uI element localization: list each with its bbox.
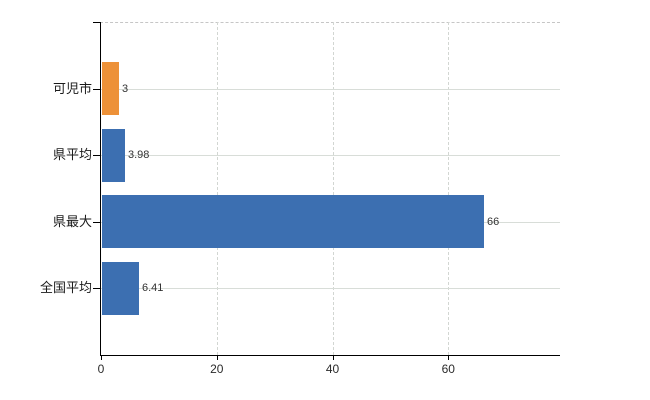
h-gridline [101,288,560,289]
bar-value-label: 3 [122,83,129,95]
bar [102,62,119,115]
bar [102,129,125,182]
h-gridline [101,89,560,90]
bar-value-label: 66 [487,216,500,228]
category-label: 県最大 [52,214,92,229]
bar-value-label: 3.98 [128,149,150,161]
y-axis-line [100,22,101,356]
bar-value-label: 6.41 [142,282,164,294]
y-axis-top-tick [93,22,101,23]
category-tick [93,155,101,156]
v-gridline [216,22,218,355]
x-axis-tick [101,355,102,360]
x-axis-tick [216,355,218,360]
x-axis-tick-label: 0 [97,362,105,376]
category-tick [93,222,101,223]
x-axis-tick [332,355,334,360]
category-label: 県平均 [52,147,92,162]
v-gridline [332,22,334,355]
category-label: 可児市 [52,81,92,96]
bar [102,262,139,315]
v-gridline [448,22,450,355]
x-axis-tick-label: 20 [210,362,224,376]
x-axis-tick [448,355,450,360]
x-axis-line [100,355,560,356]
category-tick [93,288,101,289]
h-gridline [101,155,560,156]
bar [102,195,484,248]
x-axis-tick-label: 60 [441,362,455,376]
x-axis-tick-label: 40 [325,362,340,376]
category-tick [93,89,101,90]
plot-top-border [100,22,560,23]
category-label: 全国平均 [39,280,92,295]
